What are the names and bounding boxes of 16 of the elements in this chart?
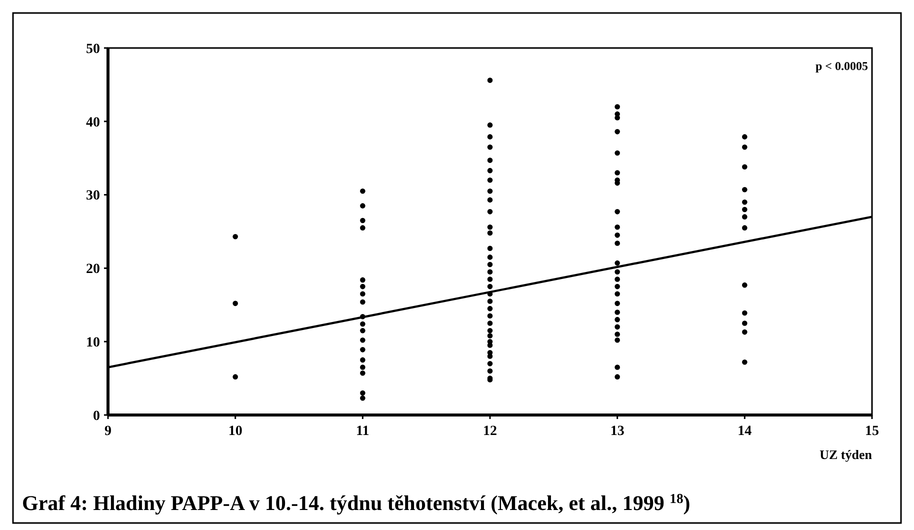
x-axis-title: UZ týden	[820, 447, 873, 462]
x-tick-label: 12	[483, 424, 497, 439]
annotation: p < 0.0005	[815, 59, 868, 73]
x-tick-label: 14	[738, 424, 752, 439]
y-tick-label: 50	[86, 42, 100, 57]
x-tick-label: 9	[104, 424, 112, 439]
x-tick-label: 13	[610, 424, 624, 439]
x-tick-label: 15	[865, 424, 879, 439]
text: Graf 4: Hladiny PAPP-A v 10.-14. týdnu těhotenství (Macek, et al., 1999 $^{18}$)	[22, 490, 690, 515]
x-tick-label: 11	[356, 424, 370, 439]
y-tick-label: 30	[86, 188, 100, 204]
y-tick-label: 10	[86, 336, 100, 350]
y-tick-label: 0	[93, 408, 100, 424]
y-tick-label: 20	[86, 262, 100, 278]
y-tick-label: 40	[86, 115, 100, 130]
x-tick-label: 10	[228, 424, 242, 439]
